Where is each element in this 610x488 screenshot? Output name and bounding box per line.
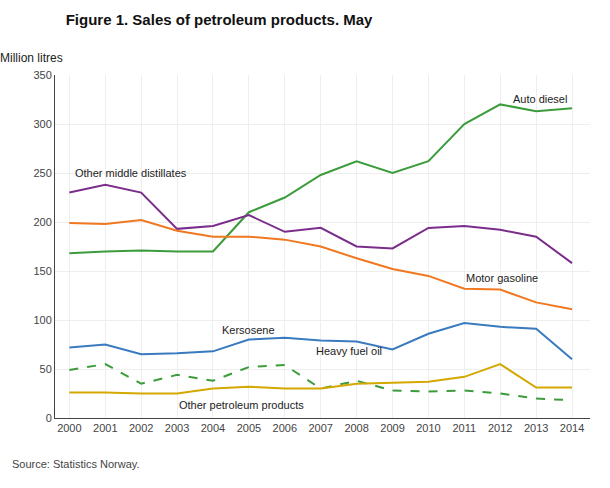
svg-text:50: 50 — [40, 363, 52, 375]
svg-text:Heavy fuel oil: Heavy fuel oil — [316, 345, 382, 357]
svg-text:2011: 2011 — [453, 422, 477, 434]
svg-text:2001: 2001 — [93, 422, 117, 434]
svg-text:2006: 2006 — [273, 422, 297, 434]
svg-text:2003: 2003 — [165, 422, 189, 434]
svg-text:Auto diesel: Auto diesel — [513, 93, 567, 105]
svg-text:350: 350 — [33, 69, 51, 81]
svg-text:2008: 2008 — [344, 422, 368, 434]
svg-text:2004: 2004 — [201, 422, 225, 434]
svg-text:250: 250 — [33, 167, 51, 179]
svg-text:100: 100 — [33, 314, 51, 326]
svg-text:2012: 2012 — [488, 422, 512, 434]
svg-text:2007: 2007 — [308, 422, 332, 434]
svg-text:2014: 2014 — [560, 422, 584, 434]
svg-text:300: 300 — [33, 118, 51, 130]
svg-text:Source: Statistics Norway.: Source: Statistics Norway. — [12, 458, 140, 470]
svg-text:0: 0 — [46, 412, 52, 424]
svg-text:Million litres: Million litres — [0, 51, 63, 65]
svg-text:2005: 2005 — [237, 422, 261, 434]
svg-text:Other middle distillates: Other middle distillates — [75, 167, 187, 179]
svg-text:Other petroleum products: Other petroleum products — [179, 399, 304, 411]
svg-text:Figure 1. Sales of petroleum p: Figure 1. Sales of petroleum products. M… — [66, 11, 373, 28]
svg-text:200: 200 — [33, 216, 51, 228]
svg-text:2009: 2009 — [380, 422, 404, 434]
svg-text:2013: 2013 — [524, 422, 548, 434]
svg-text:150: 150 — [33, 265, 51, 277]
svg-text:2000: 2000 — [57, 422, 81, 434]
svg-text:Kersosene: Kersosene — [222, 324, 275, 336]
svg-text:Motor gasoline: Motor gasoline — [466, 272, 538, 284]
svg-text:2010: 2010 — [416, 422, 440, 434]
svg-text:2002: 2002 — [129, 422, 153, 434]
